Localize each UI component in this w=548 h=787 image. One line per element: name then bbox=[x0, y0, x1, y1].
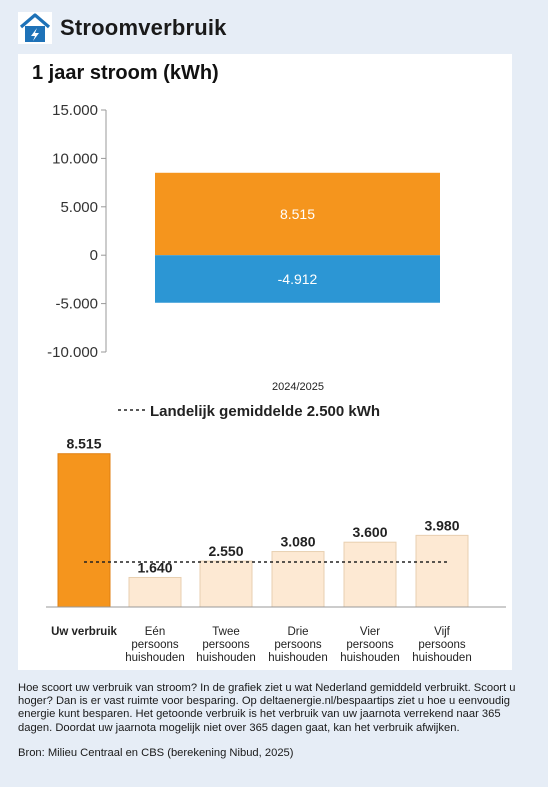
category-label: persoons bbox=[346, 639, 394, 651]
annual-electricity-chart: 15.000 10.000 5.000 0 -5.000 -10.000 8.515 -4.9… bbox=[47, 102, 440, 393]
category-label: persoons bbox=[418, 639, 466, 651]
y-tick-label: 10.000 bbox=[52, 150, 98, 167]
bar-value-label: 2.550 bbox=[208, 543, 243, 559]
header-title: Stroomverbruik bbox=[60, 15, 227, 40]
bar-household-1 bbox=[128, 576, 182, 608]
category-label: huishouden bbox=[268, 652, 327, 664]
bar-value-label: 3.600 bbox=[352, 524, 387, 540]
bar-household-4 bbox=[343, 541, 397, 608]
y-tick-label: -5.000 bbox=[55, 296, 98, 313]
category-label: Twee bbox=[212, 626, 240, 638]
bar-value-label: 1.640 bbox=[137, 559, 172, 575]
household-comparison-chart: Landelijk gemiddelde 2.500 kWh 8.515 Uw ve… bbox=[46, 403, 506, 664]
bar-value-label: 3.980 bbox=[424, 517, 459, 533]
category-label: huishouden bbox=[196, 652, 255, 664]
category-label: huishouden bbox=[125, 652, 184, 664]
header: Stroomverbruik bbox=[18, 12, 227, 44]
x-category-label: 2024/2025 bbox=[272, 381, 324, 393]
house-lightning-icon bbox=[18, 12, 52, 44]
y-tick-label: 5.000 bbox=[60, 199, 98, 216]
bar-value-label: 3.080 bbox=[280, 534, 315, 550]
footer: Hoe scoort uw verbruik van stroom? In de… bbox=[18, 682, 518, 760]
explanation-text: Hoe scoort uw verbruik van stroom? In de… bbox=[18, 682, 516, 734]
y-tick-label: 0 bbox=[90, 247, 98, 264]
category-label: Drie bbox=[287, 626, 308, 638]
bar-value-label: 8.515 bbox=[66, 436, 101, 452]
bar-series-2 bbox=[155, 255, 440, 303]
category-label: persoons bbox=[131, 639, 179, 651]
category-label: persoons bbox=[202, 639, 250, 651]
bar-data-label: -4.912 bbox=[278, 271, 318, 287]
category-label: Uw verbruik bbox=[51, 626, 117, 638]
chart-title: 1 jaar stroom (kWh) bbox=[32, 62, 219, 84]
source-text: Bron: Milieu Centraal en CBS (berekening… bbox=[18, 746, 294, 759]
category-label: huishouden bbox=[412, 652, 471, 664]
category-label: huishouden bbox=[340, 652, 399, 664]
bar-household-3 bbox=[271, 551, 325, 608]
bar-uw-verbruik bbox=[57, 453, 111, 608]
category-label: persoons bbox=[274, 639, 322, 651]
chart-panel: 1 jaar stroom (kWh) 15.000 10.000 5.000 0 -5… bbox=[18, 54, 512, 670]
category-label: Eén bbox=[145, 626, 165, 638]
bar-series-1 bbox=[155, 172, 440, 256]
y-tick-label: 15.000 bbox=[52, 102, 98, 119]
legend-label: Landelijk gemiddelde 2.500 kWh bbox=[150, 403, 380, 420]
category-label: Vijf bbox=[434, 626, 451, 638]
category-label: Vier bbox=[360, 626, 380, 638]
y-tick-label: -10.000 bbox=[47, 344, 98, 361]
bar-household-2 bbox=[199, 560, 253, 608]
bar-data-label: 8.515 bbox=[280, 206, 315, 222]
bar-household-5 bbox=[415, 534, 469, 608]
